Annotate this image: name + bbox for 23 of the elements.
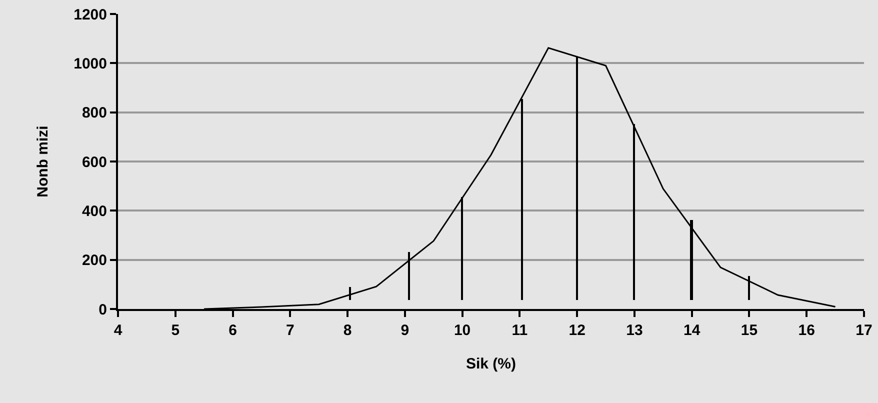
y-tick-label: 1000 [74, 55, 107, 72]
x-tick-label: 12 [568, 322, 586, 339]
x-axis-title: Sik (%) [466, 356, 516, 372]
x-tick-label: 9 [400, 322, 410, 339]
x-tick-label: 11 [512, 322, 528, 339]
x-tick-label: 17 [856, 322, 872, 339]
x-tick-label: 13 [626, 322, 643, 339]
x-tick-label: 16 [798, 322, 815, 339]
x-tick-label: 8 [343, 322, 352, 339]
y-tick-label: 600 [82, 154, 107, 171]
x-tick-label: 5 [171, 322, 180, 339]
x-tick-label: 10 [454, 322, 471, 339]
x-tick-label: 7 [286, 322, 294, 339]
y-tick-label: 800 [82, 104, 107, 122]
y-tick-label: 200 [82, 252, 107, 270]
y-tick-label: 400 [82, 202, 107, 220]
y-tick-label: 1200 [74, 6, 107, 24]
y-axis-title: Nonb mizi [34, 126, 52, 198]
x-tick-label: 6 [228, 322, 237, 339]
x-tick-label: 4 [114, 322, 123, 339]
x-tick-label: 14 [684, 322, 701, 339]
x-tick-label: 15 [740, 322, 758, 339]
y-tick-label: 0 [98, 301, 107, 318]
